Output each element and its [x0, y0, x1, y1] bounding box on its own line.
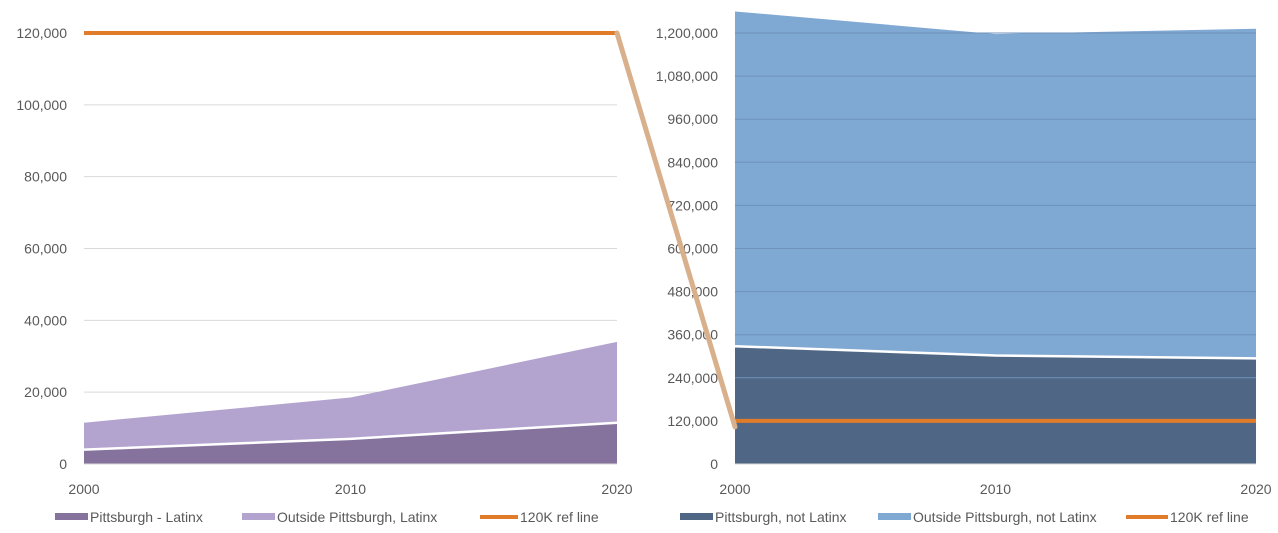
left-legend-swatch: [55, 513, 88, 520]
left-legend-item: 120K ref line: [480, 509, 599, 525]
left-area-outside-pittsburgh-latinx: [84, 341, 617, 450]
right-y-tick-label: 960,000: [667, 111, 718, 127]
left-series-separator: [83, 421, 618, 451]
left-legend-label: Pittsburgh - Latinx: [90, 509, 203, 525]
right-chart-not-latinx: 0120,000240,000360,000480,000600,000720,…: [656, 11, 1272, 497]
left-y-tick-label: 80,000: [24, 169, 67, 185]
left-y-tick-label: 120,000: [16, 25, 67, 41]
right-x-tick-label: 2020: [1240, 481, 1271, 497]
right-y-tick-label: 1,200,000: [656, 25, 718, 41]
left-x-tick-label: 2010: [335, 481, 366, 497]
right-legend-swatch: [680, 513, 713, 520]
connector-line-group: [614, 30, 738, 430]
right-area-outside-pittsburgh-not-latinx: [735, 11, 1256, 359]
left-x-tick-label: 2000: [68, 481, 99, 497]
left-legend-item: Pittsburgh - Latinx: [55, 509, 203, 525]
left-legend-label: 120K ref line: [520, 509, 599, 525]
left-y-tick-label: 0: [59, 456, 67, 472]
right-y-tick-label: 840,000: [667, 154, 718, 170]
right-x-tick-label: 2010: [980, 481, 1011, 497]
left-y-tick-label: 60,000: [24, 241, 67, 257]
right-y-tick-label: 1,080,000: [656, 68, 718, 84]
right-legend-item: Pittsburgh, not Latinx: [680, 509, 847, 525]
left-gridlines: [84, 32, 617, 393]
legends: Pittsburgh - Latinx Outside Pittsburgh, L…: [55, 509, 1249, 525]
left-chart-latinx: 0 20,000 40,000 60,000 80,000 100,000 120,000 2…: [16, 25, 632, 497]
right-series-separator: [734, 344, 1257, 360]
left-y-tick-label: 20,000: [24, 384, 67, 400]
right-legend-item: 120K ref line: [1126, 509, 1249, 525]
left-area-pittsburgh-latinx: [84, 422, 617, 464]
right-y-tick-label: 120,000: [667, 413, 718, 429]
right-y-tick-label: 600,000: [667, 241, 718, 257]
right-y-tick-label: 0: [710, 456, 718, 472]
left-y-tick-label: 40,000: [24, 312, 67, 328]
right-legend-label: Pittsburgh, not Latinx: [715, 509, 847, 525]
right-x-tick-label: 2000: [719, 481, 750, 497]
right-gridlines: [735, 32, 1256, 422]
left-x-tick-label: 2020: [601, 481, 632, 497]
right-legend-label: Outside Pittsburgh, not Latinx: [913, 509, 1097, 525]
right-y-tick-label: 720,000: [667, 197, 718, 213]
right-area-pittsburgh-not-latinx: [735, 346, 1256, 464]
ref-line-connector: [614, 30, 738, 430]
right-legend-label: 120K ref line: [1170, 509, 1249, 525]
left-legend-swatch: [242, 513, 275, 520]
right-y-tick-label: 240,000: [667, 370, 718, 386]
right-legend-swatch: [878, 513, 911, 520]
right-legend-item: Outside Pittsburgh, not Latinx: [878, 509, 1097, 525]
left-y-tick-label: 100,000: [16, 97, 67, 113]
left-legend-item: Outside Pittsburgh, Latinx: [242, 509, 437, 525]
left-legend-label: Outside Pittsburgh, Latinx: [277, 509, 437, 525]
